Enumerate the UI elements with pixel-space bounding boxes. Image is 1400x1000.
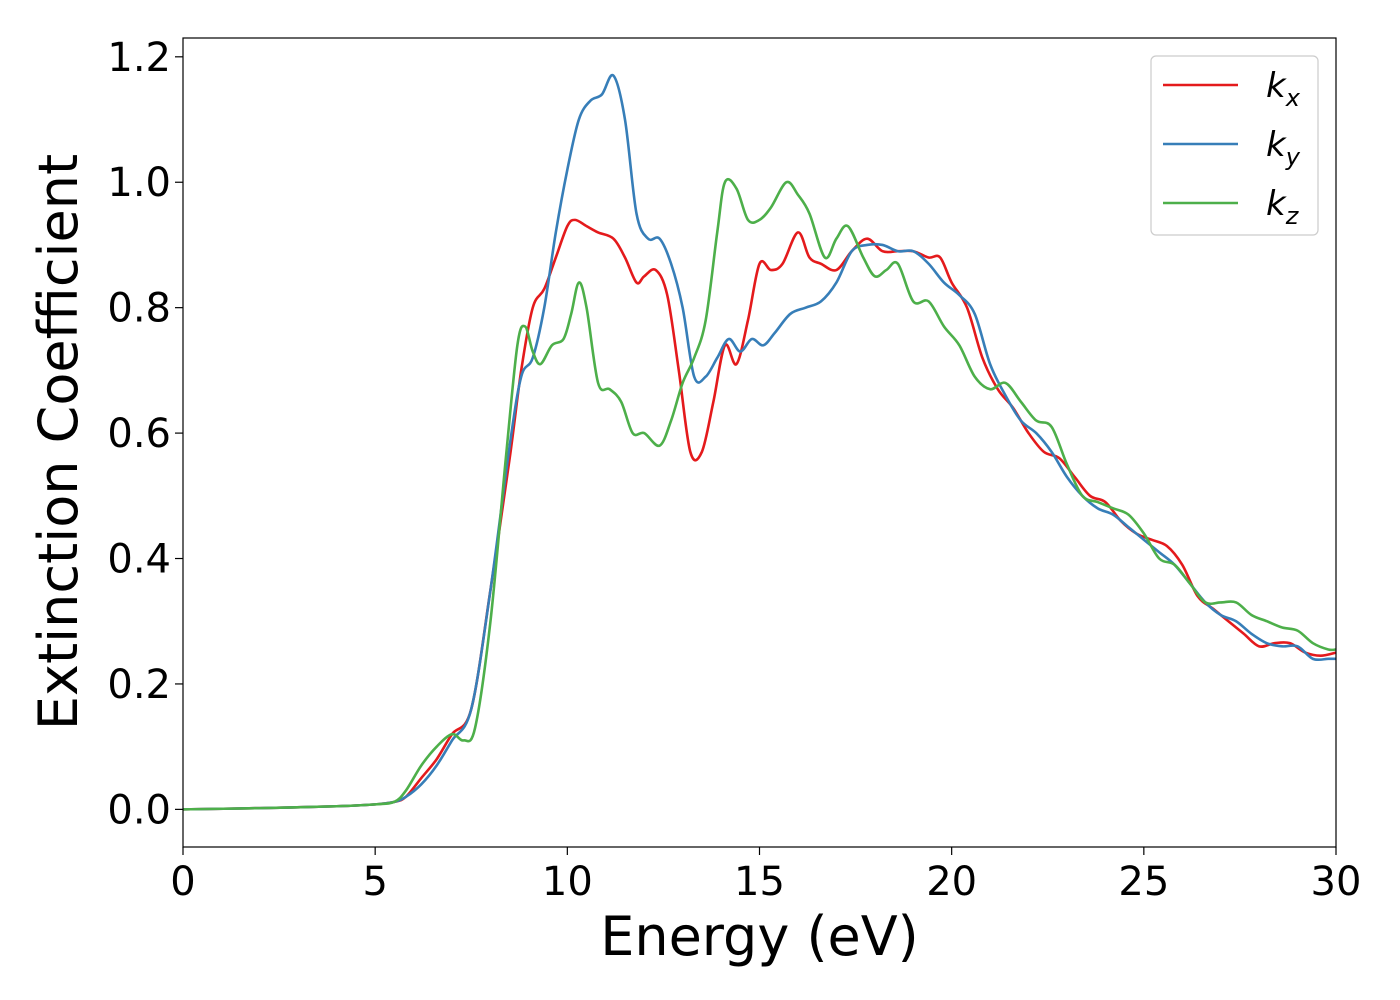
x-tick-label: 25 [1118, 859, 1169, 905]
series-line-x [182, 218, 1337, 811]
legend-label-z: kz [1266, 184, 1300, 230]
y-tick-label: 0.4 [107, 537, 171, 583]
x-axis-title: Energy (eV) [600, 905, 919, 968]
y-tick-label: 0.2 [107, 662, 171, 708]
x-tick-label: 0 [170, 859, 195, 905]
y-tick-label: 0.0 [107, 787, 171, 833]
legend-box [1150, 55, 1319, 236]
y-tick-label: 1.0 [107, 160, 171, 206]
y-tick-label: 1.2 [107, 35, 171, 81]
x-tick-label: 10 [542, 859, 593, 905]
series-line-y [182, 73, 1336, 811]
series-line-z [182, 177, 1337, 811]
y-tick-label: 0.6 [107, 411, 171, 457]
y-axis-title: Extinction Coefficient [27, 154, 90, 730]
x-tick-label: 30 [1311, 859, 1362, 905]
y-axis-ticks: 0.0 0.2 0.4 0.6 0.8 1.0 1.2 [107, 35, 183, 833]
y-tick-label: 0.8 [107, 286, 171, 332]
x-tick-label: 5 [362, 859, 387, 905]
x-tick-label: 15 [734, 859, 785, 905]
series-lines [182, 73, 1337, 811]
x-axis-ticks: 0 5 10 15 20 25 30 [170, 847, 1361, 905]
x-tick-label: 20 [926, 859, 977, 905]
